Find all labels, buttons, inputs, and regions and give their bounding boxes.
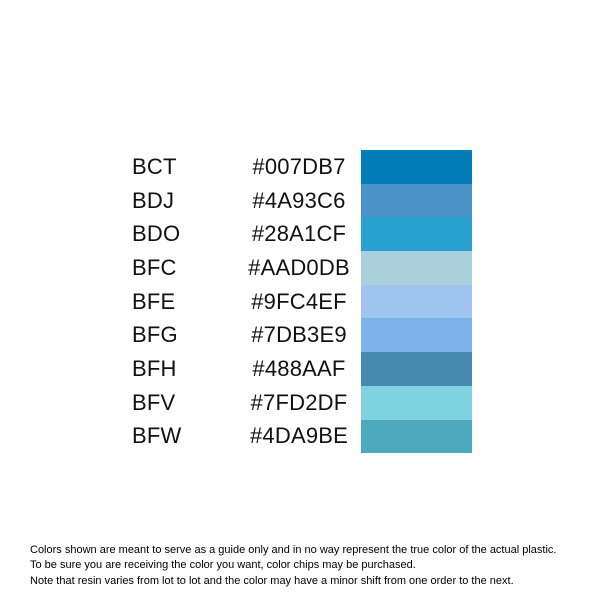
color-hex-label: #488AAF	[252, 355, 346, 381]
color-row: BFE #9FC4EF	[132, 284, 472, 319]
color-row: BDO #28A1CF	[132, 217, 472, 252]
color-code-label: BFH	[132, 355, 177, 381]
disclaimer-line-2: To be sure you are receiving the color y…	[30, 559, 416, 572]
color-swatch	[361, 284, 472, 319]
color-code-label: BFE	[132, 288, 176, 314]
color-swatch	[361, 150, 472, 184]
color-code-label: BFW	[132, 423, 182, 449]
color-code-label: BFG	[132, 322, 178, 348]
color-swatch	[361, 419, 472, 454]
color-swatch	[361, 217, 472, 252]
color-row: BDJ #4A93C6	[132, 183, 472, 218]
color-hex-label: #7FD2DF	[250, 389, 348, 415]
color-code-label: BDJ	[132, 187, 175, 213]
color-swatch	[361, 183, 472, 218]
color-chart: BCT #007DB7 BDJ #4A93C6 BDO #28A1CF BFC #AAD0DB…	[132, 150, 472, 454]
color-hex-label: #7DB3E9	[251, 322, 347, 348]
color-row: BCT #007DB7	[132, 150, 472, 184]
color-swatch	[361, 251, 472, 285]
color-swatch	[361, 352, 472, 386]
color-hex-label: #4A93C6	[252, 187, 346, 213]
color-hex-label: #28A1CF	[251, 221, 347, 247]
color-hex-label: #007DB7	[252, 153, 346, 179]
color-swatch	[361, 318, 472, 353]
color-row: BFG #7DB3E9	[132, 318, 472, 353]
color-code-label: BCT	[132, 153, 177, 179]
color-row: BFW #4DA9BE	[132, 419, 472, 454]
disclaimer-line-1: Colors shown are meant to serve as a gui…	[30, 544, 557, 556]
color-row: BFH #488AAF	[132, 352, 472, 386]
color-code-label: BDO	[132, 221, 181, 247]
disclaimer-line-3: Note that resin varies from lot to lot a…	[30, 574, 514, 587]
color-code-label: BFC	[132, 254, 177, 280]
color-hex-label: #4DA9BE	[249, 423, 348, 449]
disclaimer: Colors shown are meant to serve as a gui…	[30, 543, 556, 589]
color-rows: BCT #007DB7 BDJ #4A93C6 BDO #28A1CF BFC #AAD0DB…	[132, 150, 472, 454]
color-hex-label: #AAD0DB	[248, 254, 350, 280]
color-row: BFC #AAD0DB	[132, 251, 472, 285]
color-code-label: BFV	[132, 389, 176, 415]
color-swatch	[361, 385, 472, 420]
color-hex-label: #9FC4EF	[251, 288, 347, 314]
color-row: BFV #7FD2DF	[132, 385, 472, 420]
